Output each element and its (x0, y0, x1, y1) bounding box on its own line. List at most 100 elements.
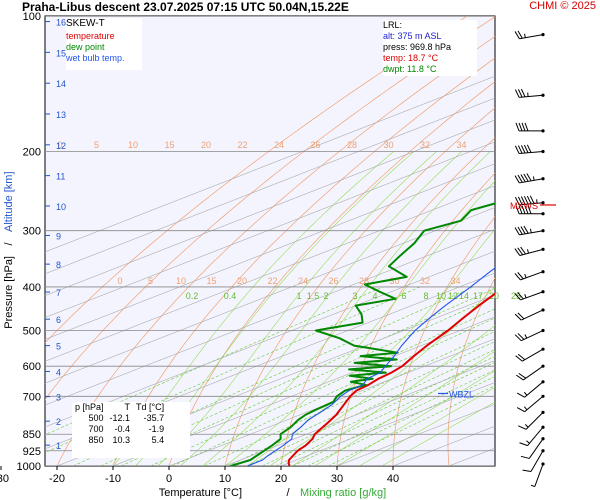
wind-barb-feather (515, 355, 523, 362)
theta-label: 34 (456, 140, 466, 150)
altitude-tick-label: 5 (56, 342, 61, 352)
wind-barb-feather (520, 226, 526, 235)
wind-barb-feather (514, 227, 520, 236)
theta-label: 20 (237, 276, 247, 286)
table-row: 700 -0.4 -1.9 (72, 424, 167, 435)
wind-barb-feather (523, 391, 528, 396)
altitude-tick-label: 1 (56, 441, 61, 451)
altitude-tick-label: 6 (56, 315, 61, 325)
wind-barb-feather (517, 292, 524, 300)
wind-barb (515, 205, 545, 216)
table-cell: 10.3 (112, 435, 131, 445)
wind-barb-feather (527, 205, 532, 214)
wind-barb (514, 30, 545, 40)
wind-barb-feather (517, 272, 524, 280)
mixing-ratio-label: 17 (473, 291, 483, 301)
table-row: 500 -12.1 -35.7 (72, 413, 167, 424)
table-header-cell: T (124, 402, 131, 412)
isotherm-line (45, 250, 495, 428)
wind-barb-station (541, 347, 545, 351)
wind-barb (514, 225, 545, 236)
wind-barb-feather (520, 174, 526, 183)
wind-barb-station (541, 177, 545, 181)
moist-adiabat-line (381, 401, 495, 466)
wind-barb-station (541, 425, 545, 429)
wind-barb-feather (524, 205, 529, 214)
grid-lines (45, 16, 495, 466)
altitude-tick-label: 14 (56, 79, 66, 89)
wind-barb-feather (517, 89, 523, 98)
plot-background (44, 15, 496, 467)
table-header-cell: Td [°C] (136, 402, 165, 412)
lrl-pressure: press: 969.8 hPa (383, 42, 452, 52)
theta-label: 0 (117, 276, 122, 286)
wind-barb-feather (524, 122, 529, 132)
altitude-tick-label: 9 (56, 231, 61, 241)
wind-barb (516, 394, 545, 413)
dry-adiabat-line (45, 16, 495, 401)
mixing-ratio-label: 20 (489, 291, 499, 301)
series-line-temperature (287, 292, 495, 466)
isotherm-line (45, 163, 495, 340)
wind-barb-feather (514, 89, 520, 98)
wind-barb-feather (524, 273, 527, 279)
mixing-ratio-label: 0.4 (224, 291, 237, 301)
wind-barb-feather (523, 173, 529, 182)
table-cell: -12.1 (109, 413, 131, 423)
wind-barb-feather (517, 333, 525, 340)
grid-labels: -80 °C-70-60-50-40-30-20-10 °C0510152022… (57, 140, 521, 301)
wind-barb-feather (516, 407, 525, 413)
wind-barb-staff (527, 426, 544, 446)
wind-barb-staff (523, 365, 544, 381)
wind-barb-feather (524, 293, 527, 299)
x-tick-label: 10 (219, 473, 231, 485)
wind-barb-station (541, 364, 545, 368)
theta-label: 22 (237, 140, 247, 150)
wind-barb-staff (520, 271, 544, 281)
isotherm-line (45, 207, 495, 384)
wind-barb-feather (523, 225, 529, 234)
wind-barb (522, 449, 545, 473)
mixing-ratio-label: 14 (459, 291, 469, 301)
level-markers: MXWS WBZL (438, 201, 556, 399)
wind-barb-feather (521, 122, 526, 132)
profile-series (230, 202, 495, 466)
legend-item-temperature: temperature (66, 31, 115, 41)
wind-barb-station (541, 394, 545, 398)
wind-barb (514, 308, 545, 321)
theta-label: 30 (383, 140, 393, 150)
y-axis-label-altitude: Altitude [km] (3, 171, 15, 232)
series-line-wet-bulb-temp (247, 267, 495, 466)
wind-barb (514, 328, 545, 342)
theta-label: 24 (274, 140, 284, 150)
wind-barb-station (541, 437, 545, 441)
wind-barb-station (541, 201, 545, 205)
wind-barb-station (541, 380, 545, 384)
wind-barb-feather (524, 334, 528, 339)
altitude-tick-label: 7 (56, 288, 61, 298)
theta-label: 20 (201, 140, 211, 150)
theta-label: 26 (328, 276, 338, 286)
wind-barb-staff (530, 450, 544, 472)
mixing-ratio-label: 12 (448, 291, 458, 301)
isotherm-line (224, 360, 495, 466)
wind-barb-feather (517, 30, 523, 39)
wind-barb-feather (514, 313, 522, 321)
axes: -30-20-100102030401002003004005006007008… (0, 11, 399, 485)
wind-barb-station (541, 93, 545, 97)
mixing-ratio-label: 1.5 (307, 291, 320, 301)
wind-barb (530, 462, 545, 488)
isotherm-line (45, 97, 495, 275)
wind-barb-station (541, 328, 545, 333)
wind-barb-station (541, 410, 545, 414)
isotherm-line (45, 228, 495, 406)
theta-label: 30 (389, 276, 399, 286)
lrl-temperature: temp: 18.7 °C (383, 53, 439, 63)
isotherm-line (45, 75, 495, 253)
wind-barb-station (541, 149, 545, 154)
wind-barb-feather (514, 196, 520, 206)
series-line-dew-point (230, 202, 495, 466)
wind-barb-feather (520, 196, 526, 205)
legend-item-dew-point: dew point (66, 42, 105, 52)
wind-barb-feather (516, 392, 525, 398)
